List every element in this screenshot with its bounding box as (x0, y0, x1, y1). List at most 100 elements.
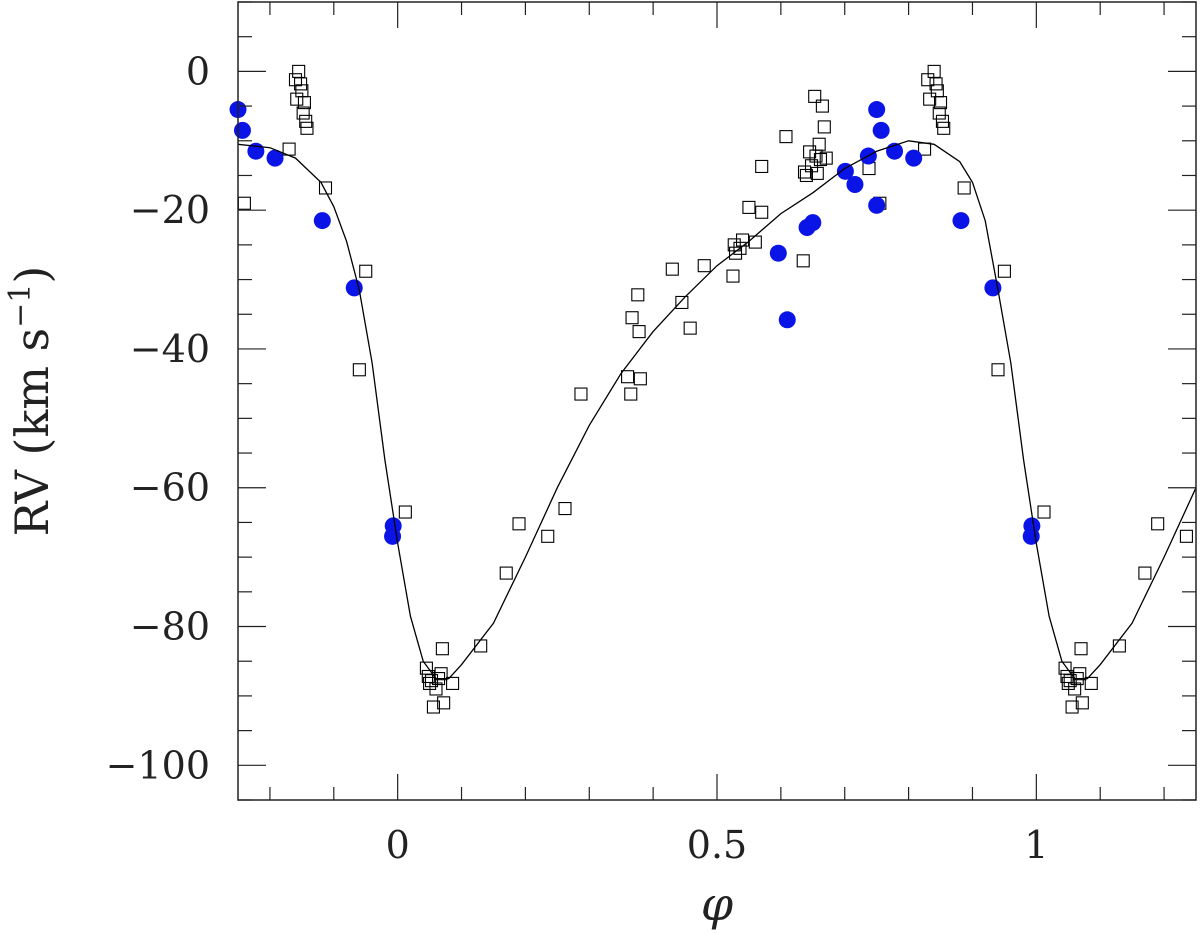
open-square-point (819, 151, 833, 165)
open-square-point (633, 372, 647, 386)
filled-circle-point (778, 311, 796, 329)
open-square-point (437, 696, 451, 710)
open-square-point (799, 168, 813, 183)
open-square-point (697, 259, 711, 273)
open-square-point (957, 181, 971, 195)
open-square-point (300, 121, 314, 135)
y-axis-label-main: RV (km s (5, 328, 59, 537)
open-square-point (625, 311, 639, 325)
open-square-point (299, 114, 313, 128)
open-square-point (815, 99, 829, 113)
open-square-point (923, 92, 937, 106)
filled-circle-point (872, 121, 890, 139)
open-square-point (937, 121, 951, 135)
open-square-point (1151, 517, 1165, 531)
filled-circle-point (384, 527, 402, 545)
open-square-point (817, 120, 831, 134)
open-square-point (933, 96, 948, 110)
filled-circle-point (868, 196, 886, 214)
open-square-point (429, 682, 443, 696)
open-square-point (237, 196, 251, 210)
open-square-point (1063, 674, 1077, 688)
open-square-point (1084, 676, 1098, 690)
open-square-point (574, 387, 588, 401)
open-square-point (812, 137, 826, 151)
open-square-point (675, 295, 689, 310)
y-tick-label: −60 (130, 466, 210, 510)
open-square-point (632, 325, 646, 339)
open-square-point (733, 241, 747, 255)
open-square-point (621, 370, 635, 384)
y-tick-label: −80 (130, 605, 210, 649)
x-tick-label: 0.5 (687, 823, 747, 867)
x-axis-label: φ (701, 877, 734, 931)
filled-circle-point (846, 175, 864, 193)
open-square-point (297, 96, 311, 110)
open-square-point (631, 288, 645, 302)
y-tick-label: 0 (186, 49, 210, 93)
y-tick-label: −40 (130, 327, 210, 371)
filled-circle-point (868, 101, 886, 119)
open-square-point (932, 106, 946, 120)
open-square-point (512, 517, 526, 531)
open-square-point (294, 77, 308, 91)
plot-frame (237, 1, 1197, 801)
open-square-point (742, 200, 756, 214)
open-square-point (292, 64, 306, 78)
open-square-point (558, 502, 572, 516)
x-tick-label: 0 (386, 823, 410, 867)
x-tick-label: 1 (1024, 823, 1048, 867)
open-square-point (359, 264, 373, 278)
open-square-point (728, 246, 743, 260)
filled-circle-point (952, 212, 970, 230)
open-square-point (352, 363, 366, 377)
open-square-point (290, 92, 304, 106)
open-square-point (755, 159, 769, 174)
open-square-point (1138, 566, 1152, 580)
y-tick-label: −20 (130, 188, 210, 232)
open-square-point (1179, 529, 1193, 543)
filled-circle-point (345, 279, 363, 297)
y-axis-label: RV (km s−1) (3, 266, 59, 537)
open-square-point (929, 77, 943, 91)
open-square-point (1075, 696, 1089, 710)
open-square-point (435, 642, 449, 656)
open-square-point (1073, 667, 1087, 681)
filled-circle-point (769, 244, 787, 262)
filled-circle-point (233, 121, 251, 139)
open-square-point (748, 235, 762, 249)
open-square-point (426, 700, 440, 714)
open-square-point (755, 205, 769, 219)
open-square-point (997, 264, 1011, 278)
open-square-point (1065, 700, 1079, 714)
y-axis-label-close: ) (5, 266, 59, 284)
filled-circle-point (905, 149, 923, 167)
open-square-point (424, 674, 439, 688)
open-square-point (296, 106, 310, 120)
open-square-point (318, 181, 333, 195)
filled-circle-point (266, 149, 284, 167)
filled-circle-point (313, 212, 331, 230)
open-square-point (726, 269, 740, 283)
open-square-point (796, 254, 810, 268)
filled-circle-point (836, 162, 854, 180)
open-square-point (665, 262, 679, 276)
open-square-point (991, 363, 1005, 377)
model-curve (237, 140, 1197, 680)
open-square-point (810, 166, 824, 180)
open-square-point (808, 89, 822, 103)
open-square-point (499, 566, 513, 580)
open-square-point (1068, 682, 1082, 696)
open-square-point (398, 505, 412, 519)
y-tick-label: −100 (106, 743, 210, 787)
open-square-point (288, 73, 303, 87)
filled-circle-point (804, 214, 822, 232)
data-marks (229, 64, 1197, 714)
filled-circle-point (1022, 527, 1040, 545)
open-square-point (434, 667, 448, 681)
open-square-point (1037, 505, 1051, 519)
open-square-point (735, 233, 750, 247)
open-square-point (779, 130, 793, 144)
y-axis-label-sup: −1 (3, 284, 38, 328)
